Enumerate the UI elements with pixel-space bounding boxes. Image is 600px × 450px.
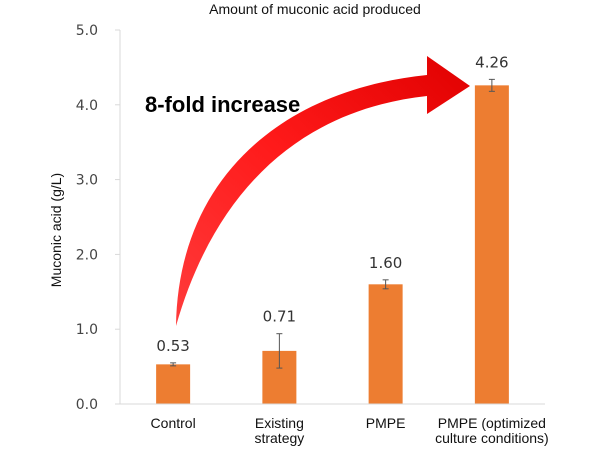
category-labels: Control Existing strategy PMPE PMPE (optimiz… [151, 415, 549, 446]
y-tick-label: 3.0 [76, 173, 98, 189]
y-axis-label: Muconic acid (g/L) [48, 173, 64, 287]
fold-increase-annotation: 8-fold increase [145, 92, 300, 117]
value-label: 4.26 [475, 53, 508, 71]
bar [156, 364, 191, 404]
y-axis-ticks: 0.0 1.0 2.0 3.0 4.0 5.0 [76, 23, 120, 413]
increase-arrow [176, 56, 470, 326]
value-label: 0.71 [263, 308, 296, 326]
y-tick-label: 0.0 [76, 397, 98, 413]
bar [474, 85, 509, 405]
category-label: Control [151, 415, 196, 431]
category-label: PMPE [366, 415, 406, 431]
value-label: 1.60 [369, 254, 402, 272]
value-label: 0.53 [156, 337, 189, 355]
category-label: Existing strategy [254, 415, 304, 446]
bar [368, 284, 403, 404]
error-bars [170, 78, 495, 369]
y-tick-label: 5.0 [76, 23, 98, 39]
value-labels: 0.53 0.71 1.60 4.26 [156, 53, 508, 354]
y-tick-label: 4.0 [76, 98, 98, 114]
chart-title: Amount of muconic acid produced [209, 1, 421, 17]
bars [156, 85, 509, 405]
y-tick-label: 2.0 [76, 247, 98, 263]
y-tick-label: 1.0 [76, 322, 98, 338]
category-label: PMPE (optimized culture conditions) [435, 415, 549, 446]
